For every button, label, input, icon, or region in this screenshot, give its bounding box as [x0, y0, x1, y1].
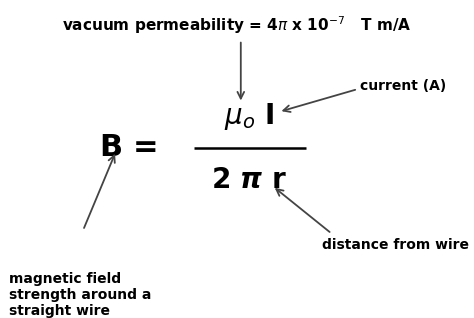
Text: $\boldsymbol{\mu_o}$ $\mathbf{I}$: $\boldsymbol{\mu_o}$ $\mathbf{I}$ [224, 100, 274, 132]
Text: distance from wire: distance from wire [322, 238, 469, 252]
Text: vacuum permeability = 4$\pi$ x 10$^{-7}$   T m/A: vacuum permeability = 4$\pi$ x 10$^{-7}$… [62, 14, 412, 36]
Text: $\mathbf{B}$ =: $\mathbf{B}$ = [99, 133, 157, 162]
Text: $\mathbf{2}$ $\boldsymbol{\pi}$ $\mathbf{r}$: $\mathbf{2}$ $\boldsymbol{\pi}$ $\mathbf… [211, 166, 287, 194]
Text: current (A): current (A) [360, 79, 447, 93]
Text: magnetic field
strength around a
straight wire: magnetic field strength around a straigh… [9, 272, 152, 318]
